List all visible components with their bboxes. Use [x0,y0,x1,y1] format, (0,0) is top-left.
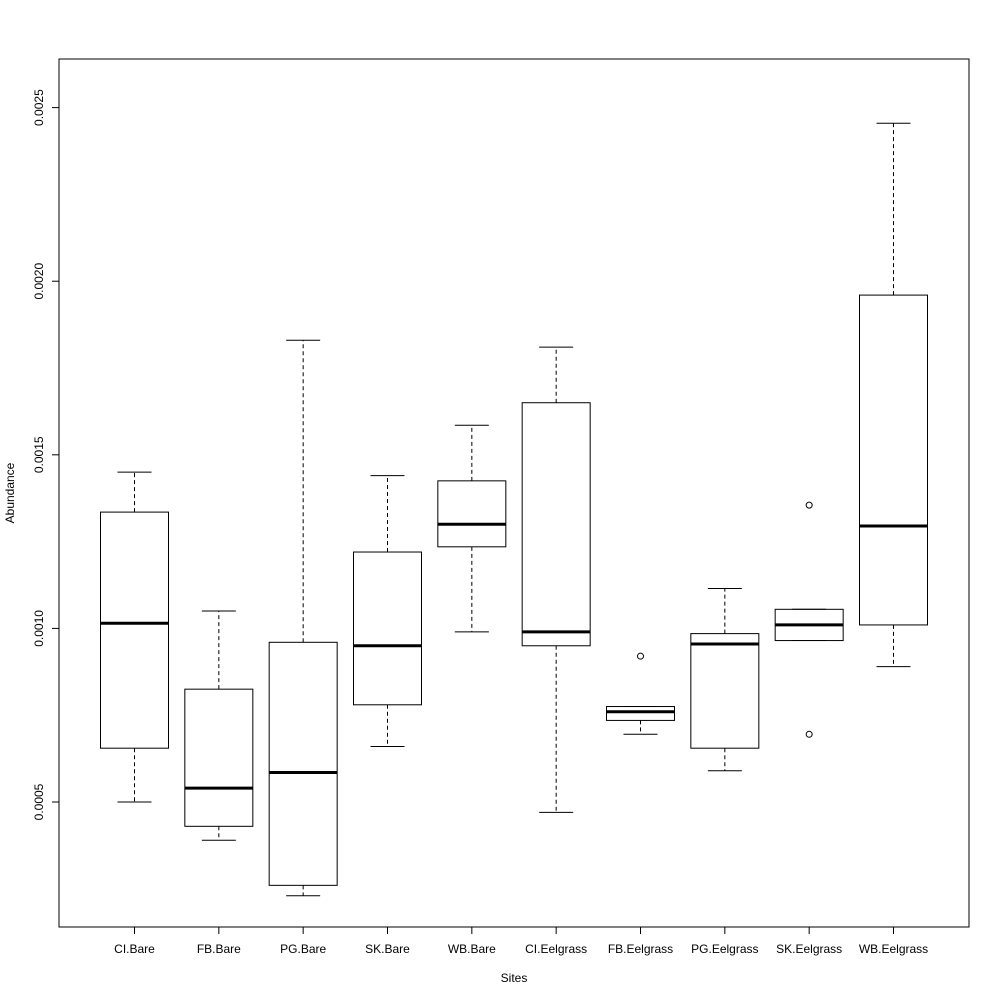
x-axis: CI.Bare FB.Bare PG.Bare SK.Bare WB.Bare CI.Ee… [114,926,928,956]
outlier-point [637,652,644,660]
x-axis-title: Sites [501,971,528,985]
x-tick-label: SK.Eelgrass [776,942,842,956]
x-tick-label: WB.Eelgrass [859,942,928,956]
box-FB.Eelgrass [606,652,675,735]
box-WB.Eelgrass [859,122,928,668]
x-tick-label: CI.Eelgrass [525,942,587,956]
outlier-point [805,501,813,509]
box-CI.Eelgrass [521,346,591,813]
y-tick-label: 0.0015 [32,436,46,473]
box-FB.Bare [184,610,254,841]
y-tick-label: 0.0025 [32,89,46,126]
plot-frame [58,58,970,928]
box-CI.Bare [100,471,169,803]
x-tick-label: FB.Bare [197,942,241,956]
iqr-box [859,294,928,626]
iqr-box [353,551,422,706]
y-axis: 0.0005 0.0010 0.0015 0.0020 0.0025 [32,89,60,820]
box-PG.Bare [268,339,338,897]
box-WB.Bare [437,424,507,633]
iqr-box [606,706,675,721]
y-tick-label: 0.0005 [32,783,46,820]
outlier-point [805,730,813,738]
y-tick-label: 0.0020 [32,263,46,300]
box-SK.Bare [353,475,422,747]
x-tick-label: SK.Bare [365,942,410,956]
x-tick-label: PG.Bare [280,942,326,956]
y-axis-title: Abundance [3,462,17,523]
y-tick-label: 0.0010 [32,610,46,647]
boxes-group [100,122,928,897]
x-tick-label: WB.Bare [448,942,496,956]
box-SK.Eelgrass [774,501,844,738]
x-tick-label: CI.Bare [114,942,155,956]
iqr-box [268,641,338,886]
iqr-box [100,511,169,749]
iqr-box [437,480,507,548]
x-tick-label: FB.Eelgrass [608,942,673,956]
x-tick-label: PG.Eelgrass [691,942,758,956]
iqr-box [521,402,591,647]
iqr-box [690,633,760,749]
iqr-box [184,688,254,827]
box-PG.Eelgrass [690,587,760,772]
